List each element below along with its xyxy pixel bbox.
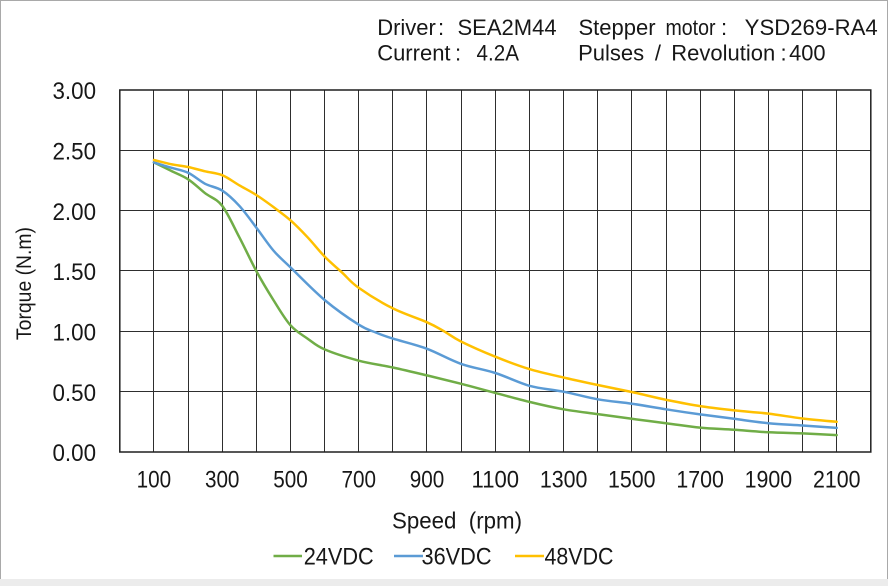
svg-text:1300: 1300 <box>540 466 588 493</box>
svg-text::: : <box>455 41 461 66</box>
svg-text:48VDC: 48VDC <box>545 544 614 571</box>
svg-text:400: 400 <box>789 41 826 66</box>
svg-text:1.50: 1.50 <box>53 259 97 286</box>
svg-text:YSD269-RA4: YSD269-RA4 <box>745 15 878 40</box>
svg-text:2100: 2100 <box>813 466 861 493</box>
svg-text:3.00: 3.00 <box>53 78 97 105</box>
svg-text:Torque (N.m): Torque (N.m) <box>13 227 36 340</box>
svg-text:1.00: 1.00 <box>53 320 97 347</box>
svg-text:/: / <box>655 41 662 66</box>
svg-text:Stepper: Stepper <box>579 15 656 40</box>
svg-text:motor: motor <box>666 15 716 40</box>
svg-text:700: 700 <box>342 466 377 493</box>
svg-text:Speed (rpm): Speed (rpm) <box>392 508 522 534</box>
svg-text:2.50: 2.50 <box>53 139 97 166</box>
svg-text:0.50: 0.50 <box>53 380 97 407</box>
svg-text:36VDC: 36VDC <box>422 544 492 571</box>
svg-text:0.00: 0.00 <box>53 440 97 467</box>
svg-text:500: 500 <box>273 466 308 493</box>
svg-text::: : <box>438 15 444 40</box>
svg-text:Driver: Driver <box>377 15 436 40</box>
svg-text:2.00: 2.00 <box>53 199 97 226</box>
svg-text:1500: 1500 <box>608 466 656 493</box>
svg-text:Pulses: Pulses <box>578 41 644 66</box>
svg-text:1700: 1700 <box>676 466 724 493</box>
svg-text:300: 300 <box>205 466 240 493</box>
svg-text:Revolution: Revolution <box>671 41 775 66</box>
svg-text:1900: 1900 <box>745 466 793 493</box>
svg-text:4.2A: 4.2A <box>477 41 520 66</box>
svg-text::: : <box>781 41 787 66</box>
svg-text:Current: Current <box>377 41 450 66</box>
svg-text::: : <box>721 15 727 40</box>
svg-text:100: 100 <box>137 466 172 493</box>
svg-text:1100: 1100 <box>472 466 520 493</box>
svg-text:24VDC: 24VDC <box>304 544 374 571</box>
svg-text:900: 900 <box>410 466 445 493</box>
svg-text:SEA2M44: SEA2M44 <box>458 15 557 40</box>
